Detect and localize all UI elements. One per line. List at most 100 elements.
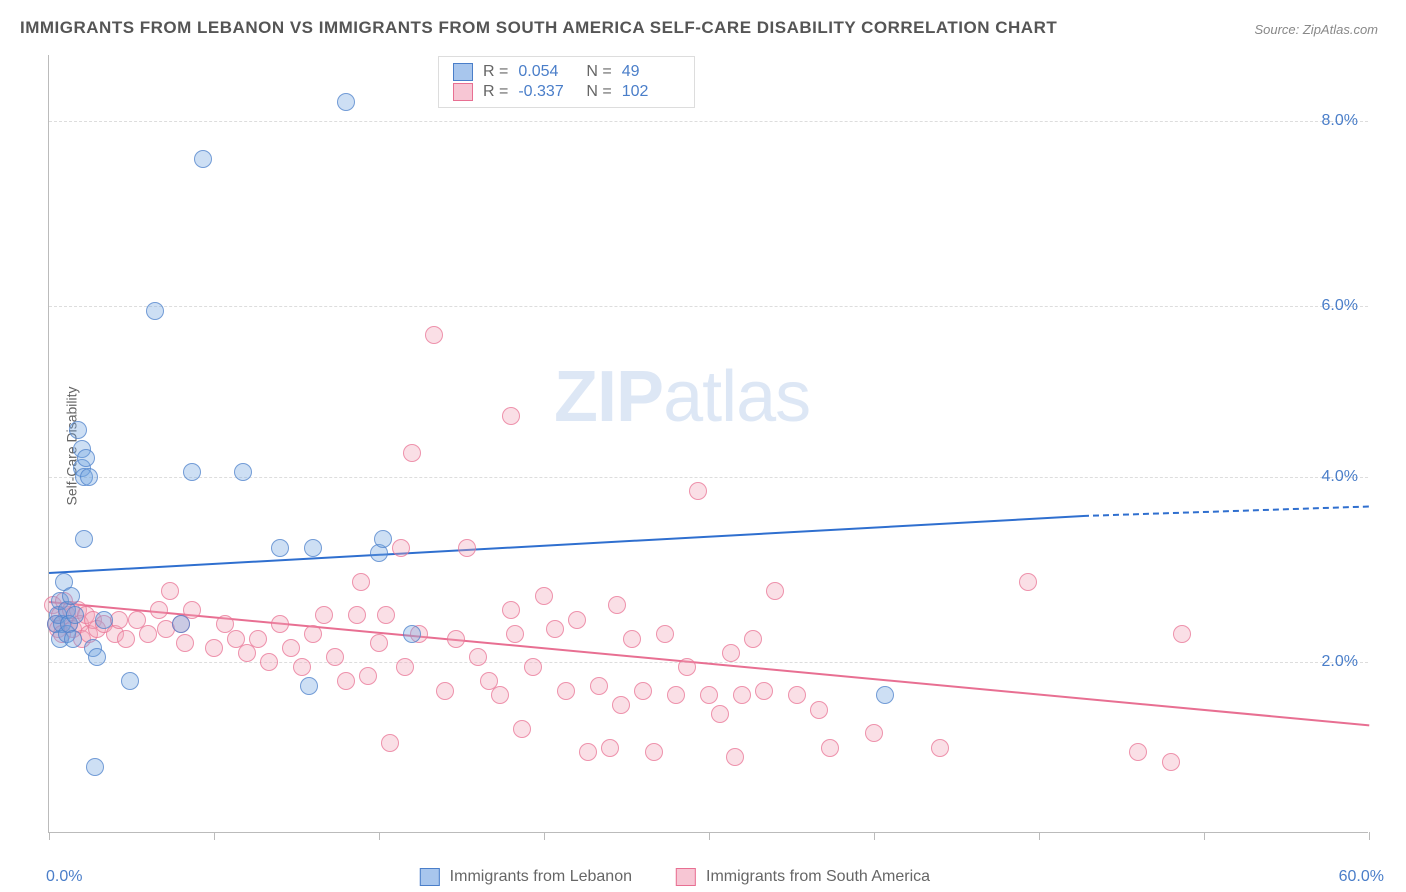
data-point [80, 468, 98, 486]
data-point [403, 625, 421, 643]
stats-row-south-america: R = -0.337 N = 102 [453, 82, 680, 102]
data-point [931, 739, 949, 757]
data-point [161, 582, 179, 600]
data-point [1129, 743, 1147, 761]
data-point [260, 653, 278, 671]
x-tick-min: 0.0% [46, 868, 82, 886]
data-point [436, 682, 454, 700]
data-point [667, 686, 685, 704]
swatch-south-america-icon [676, 868, 696, 886]
data-point [678, 658, 696, 676]
data-point [194, 150, 212, 168]
data-point [1019, 573, 1037, 591]
data-point [172, 615, 190, 633]
x-tick [214, 832, 215, 840]
data-point [502, 601, 520, 619]
data-point [491, 686, 509, 704]
data-point [557, 682, 575, 700]
data-point [139, 625, 157, 643]
data-point [506, 625, 524, 643]
correlation-stats-legend: R = 0.054 N = 49 R = -0.337 N = 102 [438, 56, 695, 108]
data-point [75, 530, 93, 548]
data-point [1173, 625, 1191, 643]
data-point [634, 682, 652, 700]
data-point [66, 606, 84, 624]
legend-label: Immigrants from Lebanon [450, 868, 632, 886]
data-point [337, 93, 355, 111]
data-point [282, 639, 300, 657]
data-point [608, 596, 626, 614]
data-point [293, 658, 311, 676]
x-tick [49, 832, 50, 840]
x-tick-max: 60.0% [1339, 868, 1384, 886]
data-point [821, 739, 839, 757]
data-point [88, 648, 106, 666]
stats-row-lebanon: R = 0.054 N = 49 [453, 62, 680, 82]
data-point [568, 611, 586, 629]
x-tick [874, 832, 875, 840]
data-point [788, 686, 806, 704]
data-point [458, 539, 476, 557]
bottom-legend: Immigrants from Lebanon Immigrants from … [420, 868, 930, 886]
data-point [271, 539, 289, 557]
x-tick [1204, 832, 1205, 840]
data-point [876, 686, 894, 704]
data-point [403, 444, 421, 462]
data-point [370, 634, 388, 652]
data-point [381, 734, 399, 752]
data-point [249, 630, 267, 648]
data-point [121, 672, 139, 690]
data-point [315, 606, 333, 624]
data-point [396, 658, 414, 676]
data-point [733, 686, 751, 704]
data-point [645, 743, 663, 761]
data-point [205, 639, 223, 657]
y-tick-label: 2.0% [1322, 653, 1358, 671]
data-point [304, 625, 322, 643]
data-point [377, 606, 395, 624]
data-point [766, 582, 784, 600]
data-point [150, 601, 168, 619]
data-point [62, 587, 80, 605]
data-point [689, 482, 707, 500]
data-point [502, 407, 520, 425]
swatch-lebanon-icon [420, 868, 440, 886]
data-point [359, 667, 377, 685]
scatter-plot-area: ZIPatlas 2.0% 4.0% 6.0% 8.0% [48, 55, 1368, 833]
x-tick [379, 832, 380, 840]
data-point [700, 686, 718, 704]
legend-label: Immigrants from South America [706, 868, 930, 886]
data-point [176, 634, 194, 652]
data-point [524, 658, 542, 676]
data-point [117, 630, 135, 648]
gridline [49, 121, 1368, 122]
data-point [755, 682, 773, 700]
data-point [656, 625, 674, 643]
data-point [348, 606, 366, 624]
data-point [744, 630, 762, 648]
watermark: ZIPatlas [554, 356, 810, 438]
swatch-south-america-icon [453, 83, 473, 101]
data-point [726, 748, 744, 766]
data-point [86, 758, 104, 776]
data-point [234, 463, 252, 481]
data-point [722, 644, 740, 662]
data-point [623, 630, 641, 648]
data-point [447, 630, 465, 648]
x-tick [1039, 832, 1040, 840]
data-point [95, 611, 113, 629]
data-point [546, 620, 564, 638]
data-point [469, 648, 487, 666]
y-tick-label: 6.0% [1322, 297, 1358, 315]
x-tick [1369, 832, 1370, 840]
trend-line [1083, 506, 1369, 517]
data-point [711, 705, 729, 723]
data-point [579, 743, 597, 761]
trend-line [49, 515, 1083, 574]
y-tick-label: 4.0% [1322, 468, 1358, 486]
data-point [810, 701, 828, 719]
data-point [374, 530, 392, 548]
data-point [271, 615, 289, 633]
y-tick-label: 8.0% [1322, 112, 1358, 130]
data-point [535, 587, 553, 605]
